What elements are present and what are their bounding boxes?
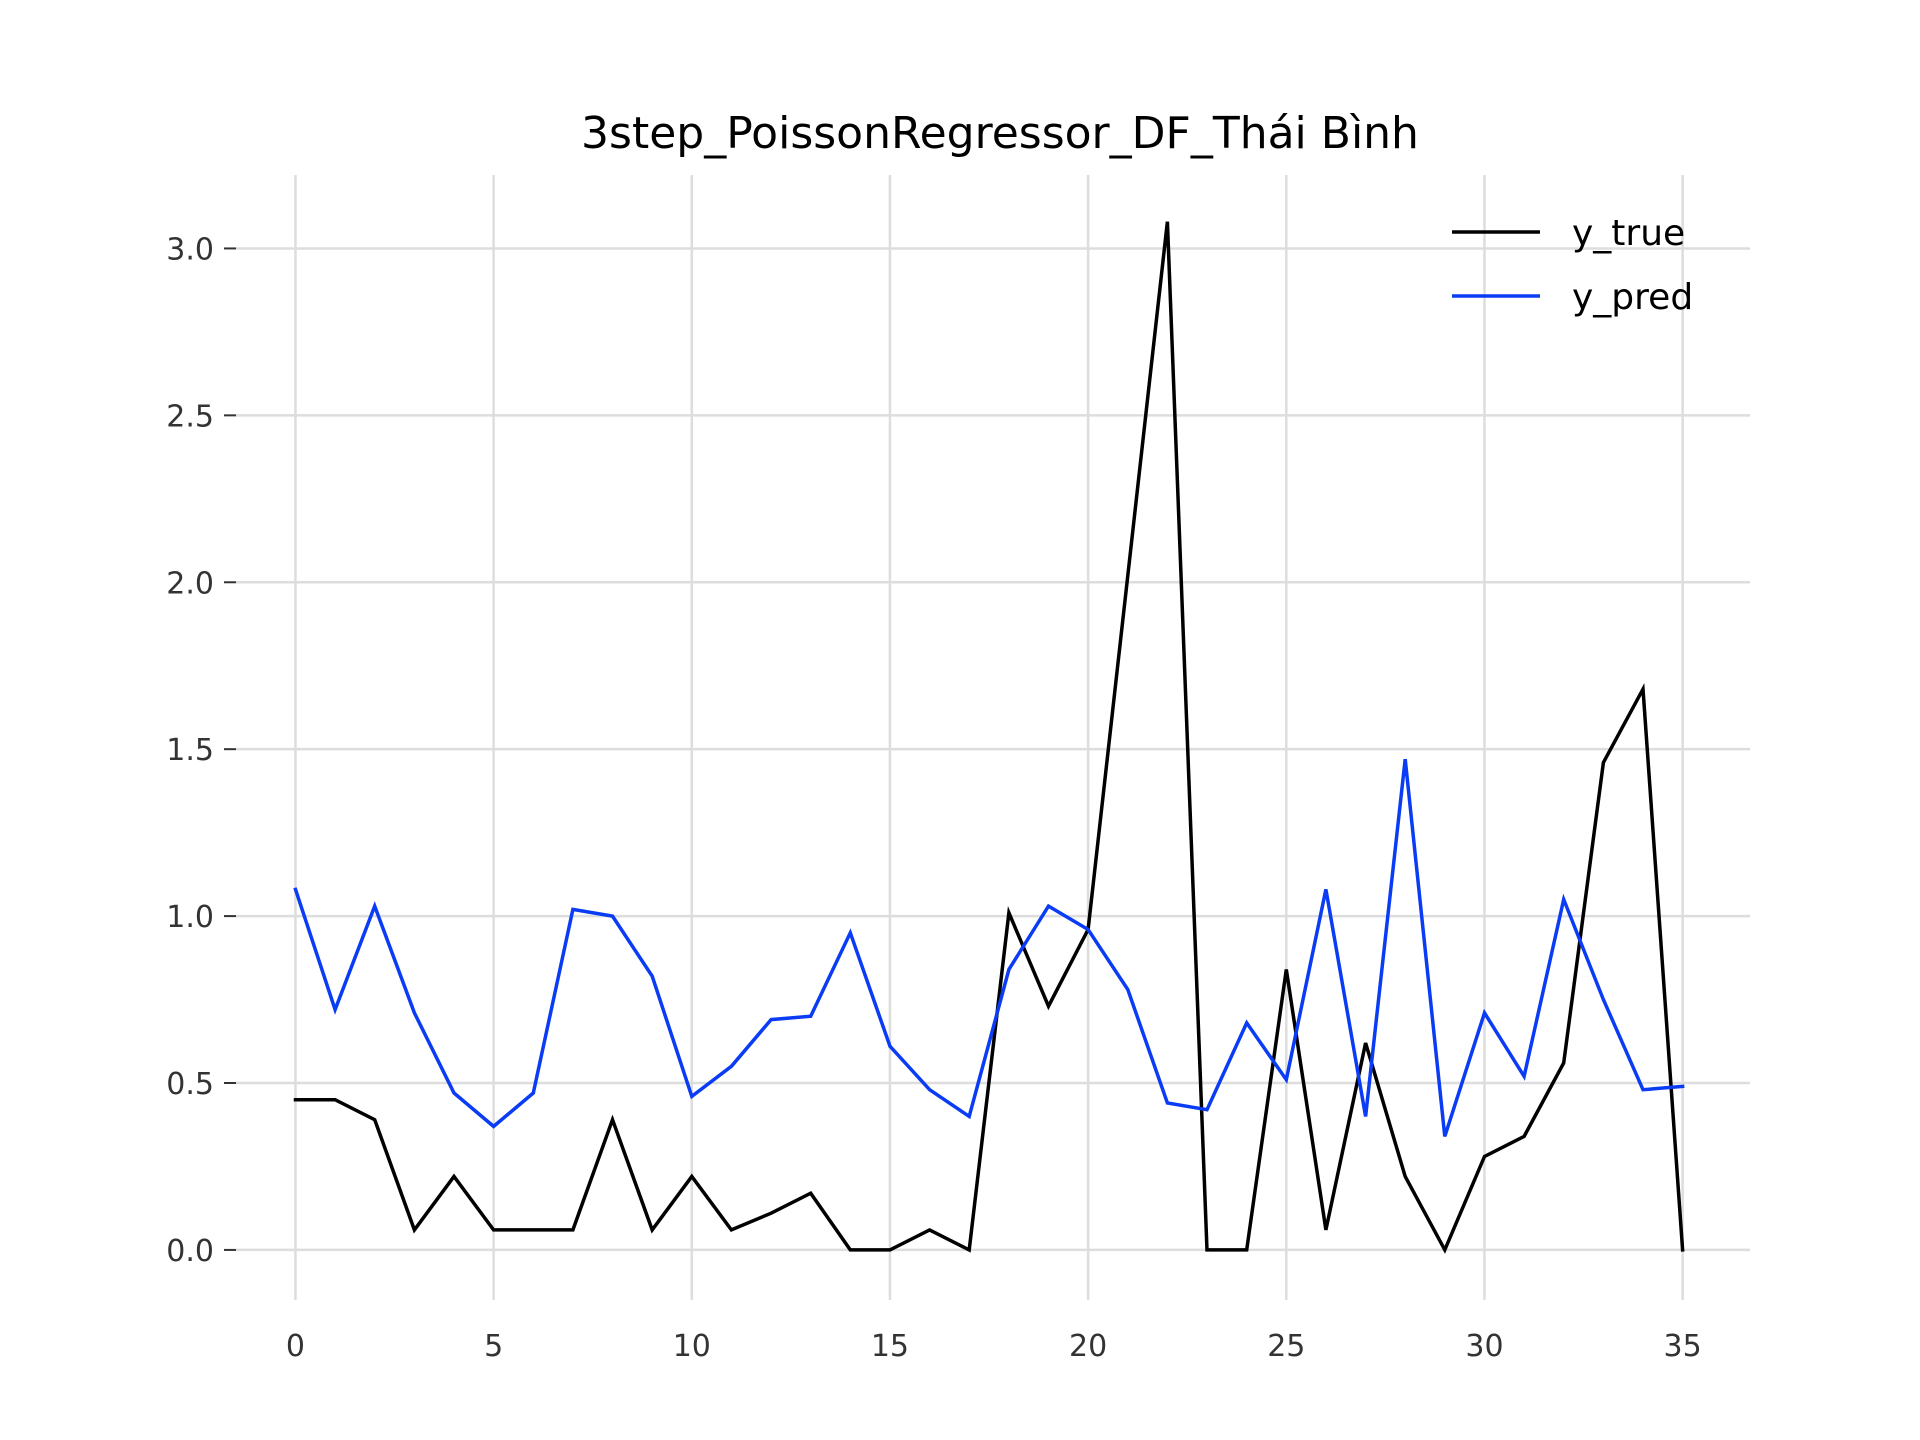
x-tick-label: 5 (484, 1329, 503, 1364)
y-tick-label: 0.0 (166, 1234, 214, 1269)
x-tick-label: 20 (1069, 1329, 1107, 1364)
legend: y_true y_pred (1452, 213, 1693, 318)
legend-label: y_true (1572, 213, 1685, 254)
x-tick-label: 0 (286, 1329, 305, 1364)
legend-label: y_pred (1572, 277, 1693, 318)
series-line-y-pred (293, 759, 1685, 1137)
y-tick-label: 3.0 (166, 232, 214, 267)
x-tick-label: 25 (1267, 1329, 1305, 1364)
chart-title: 3step_PoissonRegressor_DF_Thái Bình (581, 108, 1419, 159)
grid (236, 175, 1750, 1300)
series-lines (293, 221, 1685, 1254)
series-line-y-true (293, 221, 1685, 1254)
y-axis: 0.0 0.5 1.0 1.5 2.0 2.5 3.0 (166, 232, 236, 1269)
y-tick-label: 1.0 (166, 900, 214, 935)
x-tick-label: 15 (871, 1329, 909, 1364)
x-tick-label: 10 (673, 1329, 711, 1364)
y-tick-label: 2.0 (166, 566, 214, 601)
y-tick-label: 2.5 (166, 399, 214, 434)
x-tick-label: 30 (1465, 1329, 1503, 1364)
y-tick-label: 1.5 (166, 733, 214, 768)
x-axis: 0 5 10 15 20 25 30 35 (286, 1329, 1702, 1364)
y-tick-label: 0.5 (166, 1067, 214, 1102)
x-tick-label: 35 (1664, 1329, 1702, 1364)
